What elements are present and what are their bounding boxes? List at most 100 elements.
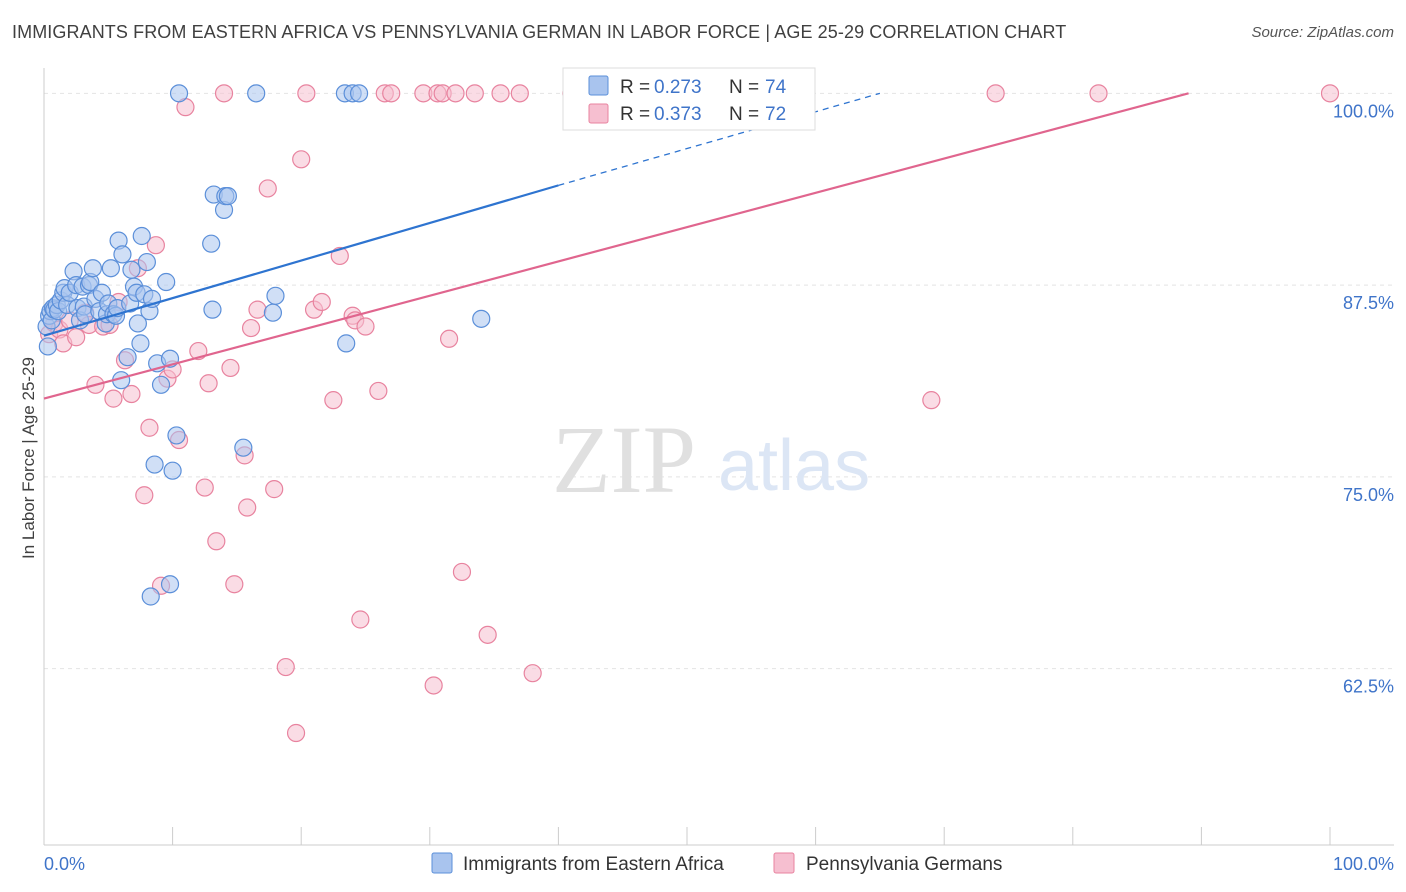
pennsylvania-germans-point-56 [439,329,459,348]
pennsylvania-germans-point-32 [238,498,257,517]
eastern-africa-point-68 [266,286,285,305]
data-points [37,84,1340,743]
eastern-africa-point-55 [167,426,186,445]
watermark-zip: ZIP [552,406,696,513]
axes [43,68,1394,846]
eastern-africa-point-66 [247,84,266,103]
y-tick-label-3: 100.0% [1333,101,1394,121]
pennsylvania-germans-point-40 [297,84,316,103]
eastern-africa-point-64 [218,187,237,206]
legend-n-label-pink: N = [729,104,759,125]
eastern-africa-point-54 [163,461,182,480]
pennsylvania-germans-point-33 [241,318,261,338]
y-tick-label-1: 75.0% [1343,485,1394,505]
eastern-africa-point-39 [122,260,141,279]
chart-title: IMMIGRANTS FROM EASTERN AFRICA VS PENNSY… [12,22,1067,42]
pennsylvania-germans-point-57 [446,84,465,103]
eastern-africa-point-46 [137,252,156,272]
eastern-africa-point-23 [83,259,102,278]
x-tick-labels: 0.0% 100.0% [44,854,1394,874]
eastern-africa-point-49 [145,455,164,474]
pennsylvania-germans-point-39 [292,150,311,169]
eastern-africa-point-42 [128,314,147,333]
pennsylvania-germans-point-5 [67,328,86,347]
pennsylvania-germans-point-37 [276,657,295,677]
series-swatch-eastern-africa [431,852,453,874]
pennsylvania-germans-point-29 [221,358,240,378]
pennsylvania-germans-point-27 [207,532,226,551]
pennsylvania-germans-point-47 [351,610,370,629]
x-tick-label-min: 0.0% [44,854,85,874]
legend-n-value-pink: 72 [765,104,786,125]
pennsylvania-germans-point-61 [491,84,510,103]
legend-swatch-pink [588,103,609,124]
y-tick-labels: 62.5% 75.0% 87.5% 100.0% [1333,101,1394,696]
pennsylvania-germans-point-30 [225,575,244,594]
pennsylvania-germans-point-18 [146,236,165,255]
eastern-africa-point-72 [349,84,369,103]
pennsylvania-germans-point-16 [135,486,154,505]
x-tick-label-max: 100.0% [1333,854,1394,874]
pennsylvania-germans-point-53 [424,676,443,695]
legend-r-label-pink: R = [620,104,650,125]
legend-swatch-blue [588,75,609,96]
eastern-africa-point-57 [160,575,180,594]
series-legend: Immigrants from Eastern Africa Pennsylva… [431,852,1002,875]
eastern-africa-point-56 [141,587,160,606]
pennsylvania-germans-point-17 [140,418,159,437]
pennsylvania-germans-point-43 [324,391,343,410]
pennsylvania-germans-point-11 [104,389,123,408]
series-label-eastern-africa: Immigrants from Eastern Africa [463,854,724,875]
legend-r-value-pink: 0.373 [654,104,702,125]
y-tick-label-2: 87.5% [1343,293,1394,313]
eastern-africa-point-43 [131,334,150,353]
eastern-africa-point-60 [203,300,222,319]
pennsylvania-germans-point-70 [1089,84,1108,103]
source-label: Source: ZipAtlas.com [1251,24,1394,41]
pennsylvania-germans-point-38 [286,723,306,743]
series-swatch-pennsylvania-germans [773,852,795,874]
watermark: ZIP atlas [552,406,870,513]
pennsylvania-germans-point-36 [265,480,284,499]
legend-r-label-blue: R = [620,77,650,98]
pennsylvania-germans-point-48 [356,317,375,336]
eastern-africa-point-65 [234,438,253,457]
eastern-africa-point-73 [472,309,491,328]
trend-lines [43,92,1189,400]
pennsylvania-germans-point-62 [510,84,529,103]
legend-r-value-blue: 0.273 [654,77,702,98]
legend-n-value-blue: 74 [765,77,787,98]
pennsylvania-germans-point-69 [986,84,1005,103]
eastern-africa-point-52 [157,272,176,292]
pennsylvania-germans-point-60 [478,625,497,644]
y-axis-title: In Labor Force | Age 25-29 [19,357,38,559]
pennsylvania-germans-point-14 [122,384,141,404]
eastern-africa-point-67 [263,303,283,322]
trend-line-pennsylvania-germans [43,92,1189,400]
trend-line-eastern-africa-extension [558,92,881,187]
series-label-pennsylvania-germans: Pennsylvania Germans [806,854,1002,875]
pennsylvania-germans-point-28 [214,84,234,103]
pennsylvania-germans-point-63 [523,664,542,683]
pennsylvania-germans-point-59 [465,84,484,103]
y-tick-label-0: 62.5% [1343,677,1394,697]
pennsylvania-germans-point-26 [199,374,218,393]
watermark-atlas: atlas [718,426,870,506]
pennsylvania-germans-point-42 [312,292,331,312]
eastern-africa-point-69 [337,334,356,353]
eastern-africa-point-37 [118,348,137,367]
eastern-africa-point-59 [202,234,221,253]
pennsylvania-germans-point-25 [195,478,214,497]
eastern-africa-point-44 [132,226,151,246]
eastern-africa-point-1 [38,337,57,356]
legend: R = 0.273 N = 74 R = 0.373 N = 72 [562,67,816,131]
gridlines [44,92,1394,670]
pennsylvania-germans-point-49 [369,381,388,401]
pennsylvania-germans-point-44 [330,246,349,266]
series-points-0 [37,84,491,606]
pennsylvania-germans-point-58 [452,562,472,582]
pennsylvania-germans-point-71 [1320,84,1340,103]
pennsylvania-germans-point-51 [382,84,401,103]
eastern-africa-point-51 [151,375,171,394]
